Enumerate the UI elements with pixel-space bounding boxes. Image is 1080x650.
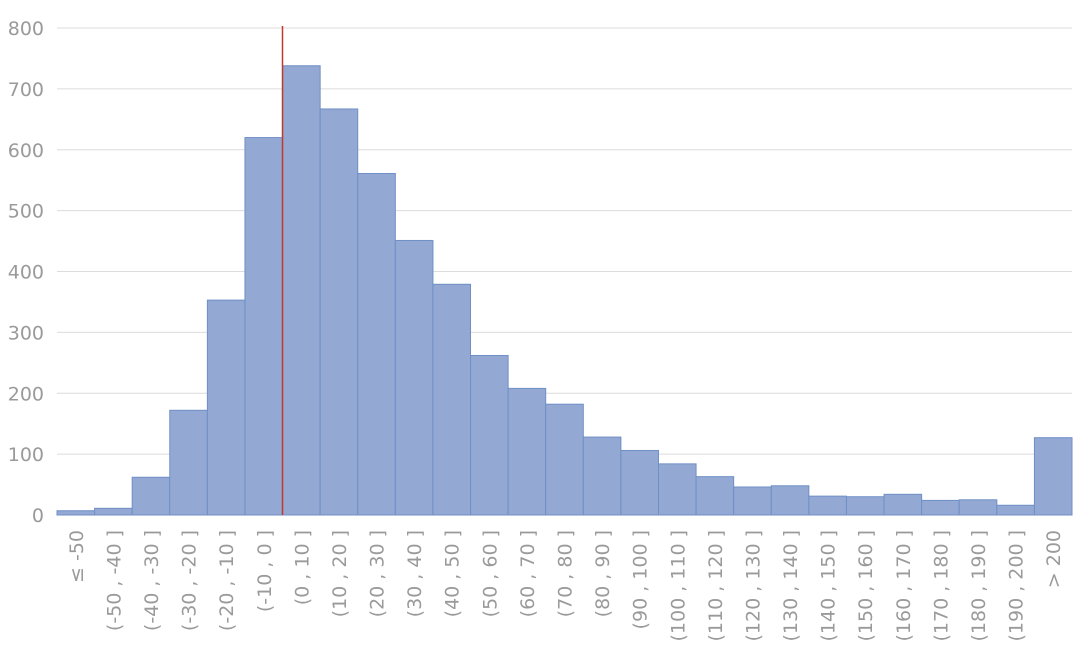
x-tick-label: (-10 , 0 ] [254, 530, 276, 612]
bar [845, 496, 885, 516]
x-tick-label: (0 , 10 ] [291, 530, 313, 605]
bar [620, 449, 659, 516]
y-tick-label: 400 [8, 262, 44, 284]
x-tick-label: (100 , 110 ] [667, 530, 689, 642]
x-tick-label: (20 , 30 ] [367, 530, 389, 617]
x-tick-label: (150 , 160 ] [855, 530, 877, 642]
bar [244, 137, 284, 516]
y-tick-label: 600 [8, 140, 44, 162]
bar [657, 463, 697, 516]
x-tick-label: > 200 [1043, 530, 1065, 588]
x-tick-label: (60 , 70 ] [517, 530, 539, 617]
x-tick-label: (170 , 180 ] [930, 530, 952, 642]
bar [883, 493, 923, 516]
y-tick-label: 700 [8, 79, 44, 101]
bar [582, 436, 622, 516]
bar [1033, 437, 1073, 516]
x-tick-label: (-20 , -10 ] [216, 530, 238, 631]
bar [94, 507, 133, 516]
bar [470, 355, 509, 516]
x-tick-label: (190 , 200 ] [1006, 530, 1028, 642]
bar [695, 476, 735, 516]
x-tick-label: (-50 , -40 ] [103, 530, 125, 631]
x-tick-label: (-40 , -30 ] [141, 530, 163, 631]
x-tick-label: (180 , 190 ] [968, 530, 990, 642]
x-tick-label: (90 , 100 ] [630, 530, 652, 629]
bar [394, 239, 434, 516]
x-tick-label: (80 , 90 ] [592, 530, 614, 617]
y-tick-label: 200 [8, 383, 44, 405]
bar [432, 283, 472, 516]
y-tick-label: 500 [8, 201, 44, 223]
bar [131, 476, 171, 516]
bar [808, 495, 847, 516]
x-tick-label: (-30 , -20 ] [179, 530, 201, 631]
x-tick-label: ≤ -50 [66, 530, 88, 583]
bar [921, 499, 960, 516]
bar [958, 499, 998, 516]
x-tick-label: (50 , 60 ] [479, 530, 501, 617]
x-tick-label: (10 , 20 ] [329, 530, 351, 617]
bar [996, 504, 1035, 516]
bar [770, 485, 810, 516]
x-tick-label: (140 , 150 ] [818, 530, 840, 642]
bar [56, 510, 96, 516]
y-tick-label: 800 [8, 18, 44, 40]
x-tick-label: (160 , 170 ] [893, 530, 915, 642]
x-tick-label: (70 , 80 ] [555, 530, 577, 617]
y-tick-label: 0 [32, 505, 44, 527]
bar [319, 108, 359, 516]
bar [545, 403, 584, 516]
bar [169, 409, 208, 516]
y-tick-label: 100 [8, 444, 44, 466]
bar [733, 486, 772, 516]
x-tick-label: (120 , 130 ] [742, 530, 764, 642]
x-tick-label: (30 , 40 ] [404, 530, 426, 617]
bar [507, 387, 547, 516]
x-tick-label: (110 , 120 ] [705, 530, 727, 642]
bar [282, 65, 321, 516]
bar [357, 172, 396, 516]
y-tick-label: 300 [8, 322, 44, 344]
x-tick-label: (40 , 50 ] [442, 530, 464, 617]
bar [206, 299, 246, 516]
x-tick-label: (130 , 140 ] [780, 530, 802, 642]
